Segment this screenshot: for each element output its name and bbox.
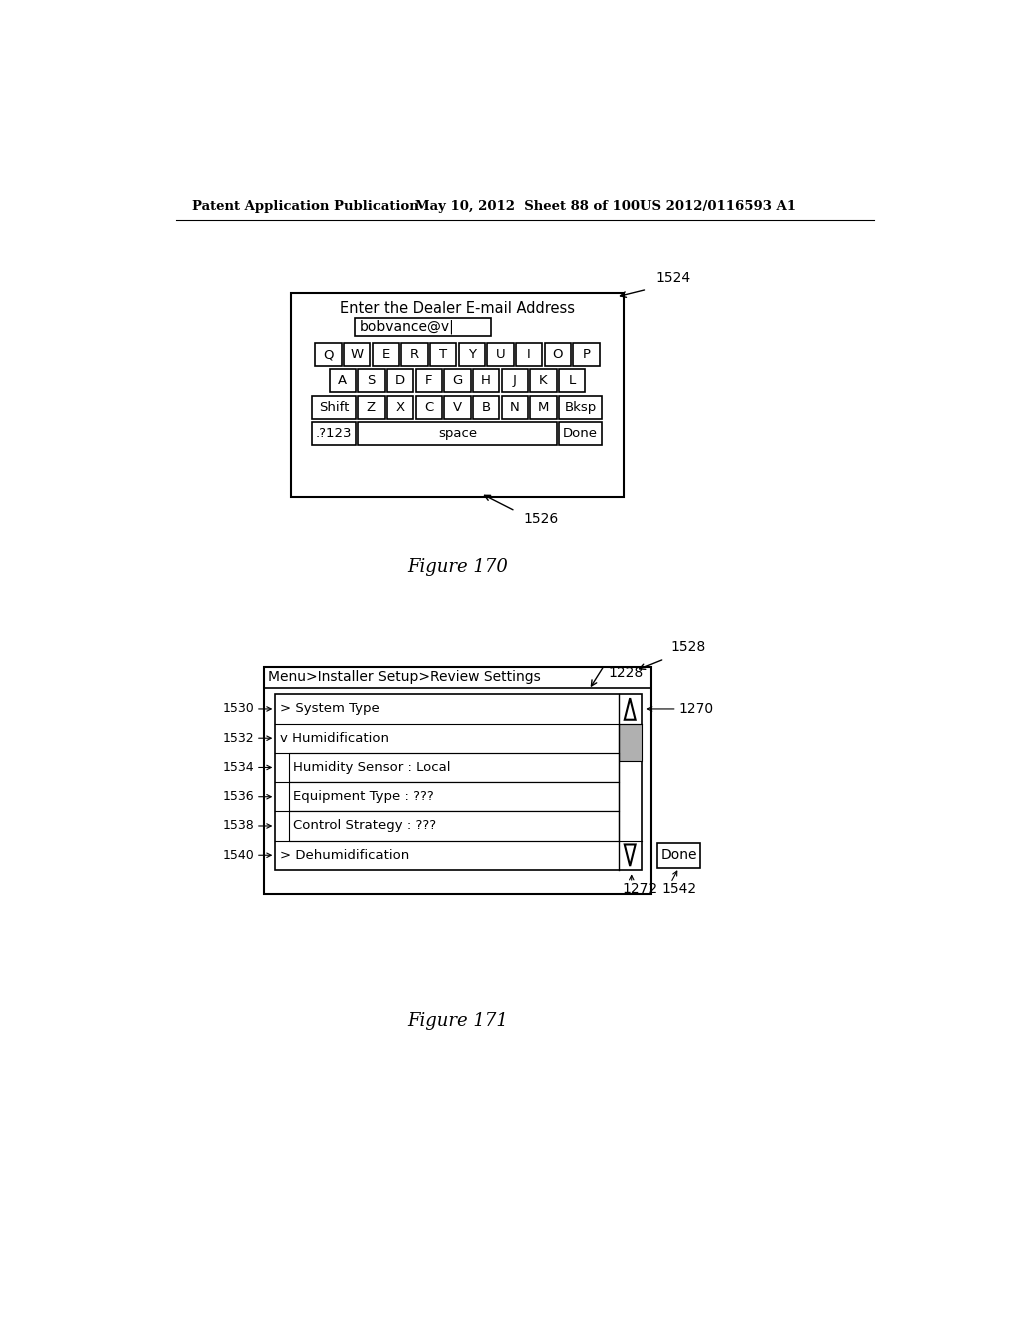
Text: 1526: 1526 (523, 512, 558, 525)
Bar (473, 370, 500, 392)
Bar (657, 843, 700, 867)
Text: 1536: 1536 (222, 791, 254, 804)
Text: E: E (382, 348, 390, 362)
Bar (545, 343, 571, 367)
Text: G: G (453, 375, 463, 388)
Bar (487, 343, 514, 367)
Text: D: D (395, 375, 406, 388)
Bar (344, 343, 371, 367)
Bar (502, 370, 528, 392)
Bar (291, 293, 624, 498)
Text: Q: Q (324, 348, 334, 362)
Text: Shift: Shift (318, 400, 349, 413)
Bar (401, 343, 428, 367)
Text: 1228: 1228 (608, 665, 644, 680)
Bar (416, 370, 442, 392)
Bar (444, 370, 471, 392)
Bar (358, 396, 385, 418)
Text: P: P (583, 348, 591, 362)
Bar (502, 396, 528, 418)
Bar (312, 422, 356, 445)
Text: Z: Z (367, 400, 376, 413)
Bar (263, 667, 651, 894)
Text: 1542: 1542 (662, 882, 696, 896)
Text: Bksp: Bksp (564, 400, 597, 413)
Text: 1538: 1538 (222, 820, 254, 833)
Bar (387, 396, 414, 418)
Text: U: U (496, 348, 505, 362)
Bar (530, 370, 557, 392)
Text: 1528: 1528 (671, 640, 706, 655)
Text: Done: Done (563, 426, 598, 440)
Text: .?123: .?123 (315, 426, 352, 440)
Bar (275, 694, 642, 870)
Text: 1534: 1534 (222, 760, 254, 774)
Bar (559, 396, 602, 418)
Text: X: X (395, 400, 404, 413)
Text: 1270: 1270 (678, 702, 714, 715)
Text: F: F (425, 375, 432, 388)
Text: H: H (481, 375, 490, 388)
Text: I: I (527, 348, 530, 362)
Bar (530, 396, 557, 418)
Bar (312, 396, 356, 418)
Text: Control Strategy : ???: Control Strategy : ??? (293, 820, 436, 833)
Bar (573, 343, 600, 367)
Text: Y: Y (468, 348, 476, 362)
Text: J: J (513, 375, 517, 388)
Text: 1530: 1530 (222, 702, 254, 715)
Bar (559, 370, 586, 392)
Text: O: O (553, 348, 563, 362)
Text: v Humidification: v Humidification (280, 731, 389, 744)
Bar (559, 422, 602, 445)
Text: C: C (424, 400, 433, 413)
Bar (358, 370, 385, 392)
Bar (473, 396, 500, 418)
Bar (315, 343, 342, 367)
Text: Figure 170: Figure 170 (407, 557, 508, 576)
Text: Menu>Installer Setup>Review Settings: Menu>Installer Setup>Review Settings (268, 671, 541, 684)
Text: Done: Done (660, 849, 697, 862)
Bar (387, 370, 414, 392)
Bar (430, 343, 457, 367)
Bar (289, 752, 618, 781)
Text: 1532: 1532 (222, 731, 254, 744)
Text: 1524: 1524 (655, 271, 690, 285)
Text: V: V (453, 400, 462, 413)
Text: Enter the Dealer E-mail Address: Enter the Dealer E-mail Address (340, 301, 574, 315)
Text: Figure 171: Figure 171 (407, 1012, 508, 1030)
Text: N: N (510, 400, 519, 413)
Text: Equipment Type : ???: Equipment Type : ??? (293, 791, 434, 804)
Text: Patent Application Publication: Patent Application Publication (191, 199, 418, 213)
Bar (358, 422, 557, 445)
Text: > System Type: > System Type (280, 702, 380, 715)
Bar (330, 370, 356, 392)
Text: W: W (350, 348, 364, 362)
Text: US 2012/0116593 A1: US 2012/0116593 A1 (640, 199, 796, 213)
Bar (289, 781, 618, 812)
Text: > Dehumidification: > Dehumidification (280, 849, 410, 862)
Bar (459, 343, 485, 367)
Text: L: L (568, 375, 575, 388)
Bar (289, 812, 618, 841)
Text: M: M (538, 400, 549, 413)
Bar (516, 343, 543, 367)
Text: K: K (539, 375, 548, 388)
Text: A: A (338, 375, 347, 388)
Text: space: space (438, 426, 477, 440)
Text: T: T (439, 348, 447, 362)
Text: S: S (368, 375, 376, 388)
Text: R: R (410, 348, 419, 362)
Bar (373, 343, 399, 367)
Bar (444, 396, 471, 418)
Text: May 10, 2012  Sheet 88 of 100: May 10, 2012 Sheet 88 of 100 (415, 199, 640, 213)
Text: 1272: 1272 (623, 882, 657, 896)
Bar (618, 723, 642, 760)
Bar (355, 318, 490, 335)
Text: Humidity Sensor : Local: Humidity Sensor : Local (293, 760, 451, 774)
Bar (416, 396, 442, 418)
Text: B: B (481, 400, 490, 413)
Text: 1540: 1540 (222, 849, 254, 862)
Text: bobvance@v|: bobvance@v| (359, 319, 455, 334)
